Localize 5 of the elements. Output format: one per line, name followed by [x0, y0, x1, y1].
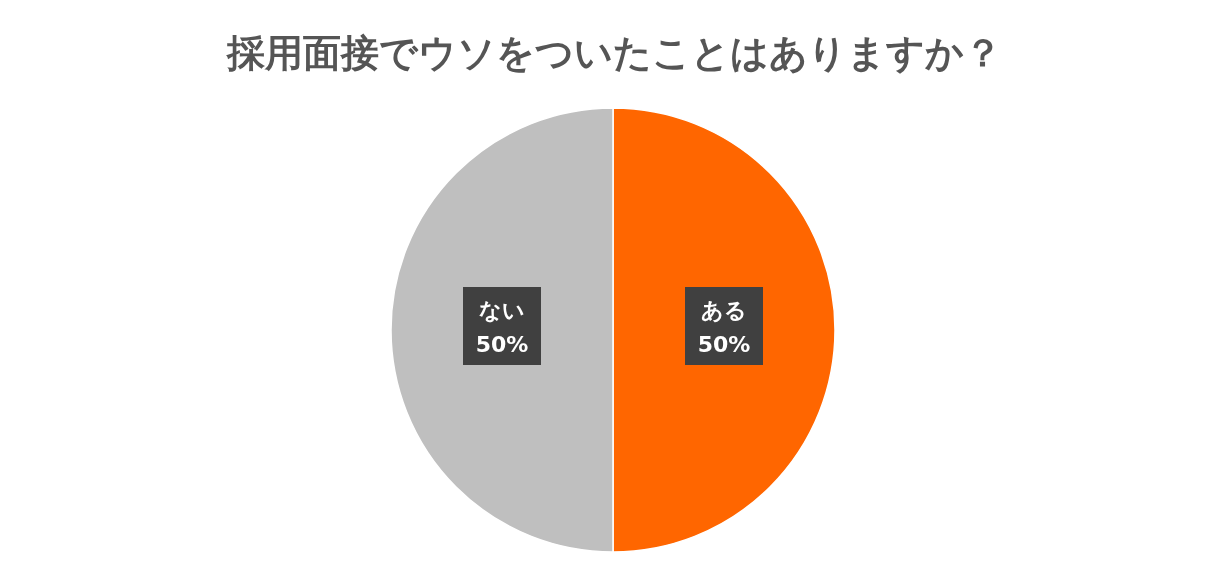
- data-label: 50%: [697, 332, 751, 357]
- data-label: 50%: [475, 332, 529, 357]
- slice-label: ある: [701, 298, 747, 323]
- chart-title: 採用面接でウソをついたことはありますか？: [225, 31, 1002, 75]
- slice-label: ない: [479, 298, 525, 323]
